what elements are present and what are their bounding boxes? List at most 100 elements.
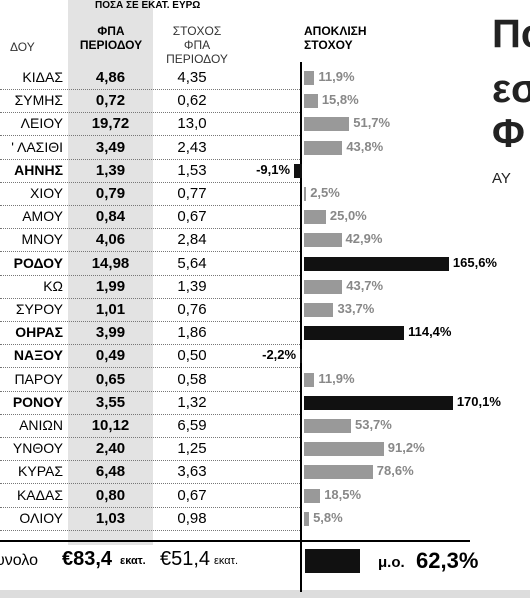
deviation-label: 42,9%	[345, 231, 383, 247]
vat-value: 1,01	[95, 301, 126, 318]
side-title: ΑΥ	[492, 169, 511, 187]
total-target: €51,4	[160, 548, 211, 570]
row-separator	[0, 437, 300, 438]
target-value: 1,39	[177, 277, 207, 295]
target-value: 0,77	[177, 185, 207, 202]
deviation-bar	[304, 326, 405, 341]
deviation-label: 78,6%	[376, 463, 414, 479]
vat-value: 4,86	[95, 69, 126, 86]
target-value: 0,98	[177, 509, 207, 527]
row-separator	[0, 367, 300, 369]
deviation-bar	[304, 94, 318, 109]
deviation-label: 11,9%	[318, 370, 355, 386]
deviation-label: 53,7%	[354, 417, 392, 432]
deviation-bar	[304, 256, 449, 271]
vat-value: 0,80	[95, 486, 126, 504]
deviation-label: -2,2%	[262, 347, 297, 363]
row-name: ΡΟΝΟΥ	[12, 393, 63, 410]
deviation-bar	[304, 233, 342, 248]
row-separator	[0, 297, 300, 299]
vat-column-bg	[68, 0, 153, 545]
vat-value: 1,99	[95, 277, 126, 295]
target-value: 3,63	[177, 463, 207, 481]
vat-value: 6,48	[95, 463, 126, 481]
deviation-bar	[304, 419, 351, 433]
col-header: ΑΠΟΚΛΙΣΗ ΣΤΟΧΟΥ	[304, 24, 367, 52]
row-name: ΑΝΙΩΝ	[19, 417, 63, 433]
deviation-bar	[300, 349, 302, 364]
row-separator	[0, 274, 300, 276]
row-separator	[0, 483, 300, 485]
deviation-label: 25,0%	[329, 208, 367, 224]
deviation-bar	[304, 442, 384, 457]
vat-value: 4,06	[95, 231, 126, 249]
average-label: 62,3%	[416, 548, 479, 573]
row-name: ΝΑΞΟΥ	[13, 347, 63, 364]
total-name: υνολο	[0, 552, 38, 569]
target-value: 0,67	[177, 486, 207, 504]
target-value: 0,62	[177, 92, 207, 110]
vat-value: 19,72	[91, 115, 130, 133]
vat-value: 0,72	[95, 92, 126, 110]
vat-value: 0,84	[95, 208, 126, 226]
target-value: 0,67	[177, 208, 207, 226]
target-value: 5,64	[177, 254, 207, 272]
row-name: ΣΥΡΟΥ	[15, 301, 63, 317]
row-separator	[0, 506, 300, 508]
row-separator	[0, 413, 300, 415]
row-name: ΟΗΡΑΣ	[15, 324, 63, 341]
deviation-bar	[304, 465, 373, 480]
deviation-bar	[304, 117, 350, 132]
target-value: 1,53	[177, 161, 207, 179]
deviation-bar	[304, 303, 334, 317]
row-name: ΥΝΘΟΥ	[12, 440, 63, 457]
deviation-label: 2,5%	[310, 185, 340, 200]
vat-value: 14,98	[91, 254, 130, 272]
col-header: ΣΤΟΧΟΣ ΦΠΑ ΠΕΡΙΟΔΟΥ	[166, 24, 228, 66]
row-name: ΠΑΡΟΥ	[14, 370, 63, 387]
col-header: ΔΟΥ	[10, 40, 35, 54]
row-name: ΟΛΙΟΥ	[19, 509, 63, 526]
deviation-bar	[304, 210, 326, 225]
row-name: ΧΙΟΥ	[29, 185, 63, 201]
row-name: ΑΜΟΥ	[22, 208, 63, 225]
vat-value: 1,39	[95, 161, 126, 179]
target-value: 2,84	[177, 231, 207, 249]
deviation-label: 51,7%	[353, 115, 391, 131]
row-name: ΛΕΙΟΥ	[20, 115, 63, 132]
target-value: 0,76	[177, 301, 207, 318]
deviation-label: 11,9%	[318, 69, 355, 84]
row-separator	[0, 89, 300, 90]
total-unit: εκατ.	[214, 555, 239, 567]
vat-value: 0,49	[95, 347, 126, 365]
row-name: ΚΙΔΑΣ	[22, 69, 63, 85]
side-title: Πο	[492, 12, 530, 56]
row-name: ' ΛΑΣΙΘΙ	[11, 138, 63, 155]
row-separator	[0, 205, 300, 206]
side-title: εσ	[492, 67, 530, 111]
target-value: 1,32	[177, 393, 207, 411]
note: ΠΟΣΑ ΣΕ ΕΚΑΤ. ΕΥΡΩ	[95, 0, 201, 11]
side-title: Φ	[492, 112, 525, 156]
row-separator	[0, 228, 300, 230]
total-vat: €83,4	[62, 548, 113, 570]
total-unit: εκατ.	[120, 555, 146, 567]
deviation-label: 33,7%	[337, 301, 375, 316]
deviation-bar	[304, 511, 310, 526]
vat-value: 3,55	[95, 393, 126, 411]
total-rule	[0, 540, 470, 542]
deviation-bar	[304, 372, 315, 387]
row-separator	[0, 251, 300, 253]
row-name: ΡΟΔΟΥ	[13, 254, 63, 271]
row-separator	[0, 460, 300, 462]
row-name: ΚΩ	[43, 277, 63, 294]
target-value: 0,50	[177, 347, 207, 365]
row-name: ΚΥΡΑΣ	[18, 463, 63, 480]
row-name: ΑΗΝΗΣ	[14, 161, 63, 178]
deviation-bar	[304, 187, 307, 201]
row-separator	[0, 112, 300, 114]
row-separator	[0, 181, 300, 183]
target-value: 1,25	[177, 440, 207, 458]
row-separator	[0, 321, 300, 322]
